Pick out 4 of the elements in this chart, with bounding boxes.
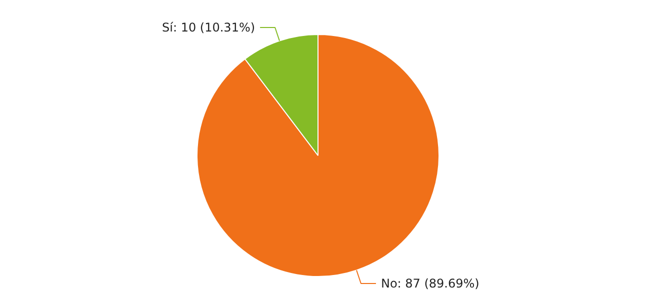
- slice-label: No: [380, 276, 398, 290]
- data-label: : 10 (10.31%): [172, 20, 256, 35]
- slice-label: Sí: [162, 20, 174, 35]
- data-label: : 87 (89.69%): [397, 276, 480, 290]
